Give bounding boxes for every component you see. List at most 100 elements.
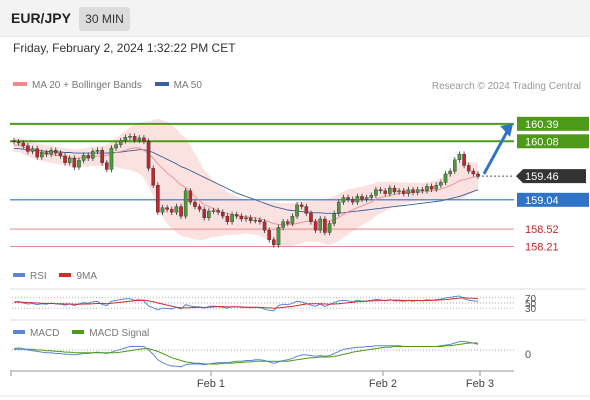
price-levels: 160.39 160.08 159.46 159.04 158.52 158.21 [10, 116, 589, 254]
level-label-158-21: 158.21 [525, 242, 559, 254]
timeframe-button[interactable]: 30 MIN [79, 7, 130, 31]
candle-body [100, 150, 104, 163]
candle-body [295, 204, 299, 217]
candle-body [341, 197, 346, 203]
candle-body [332, 213, 336, 224]
candle-body [151, 168, 156, 186]
forecast-arrow [482, 123, 513, 175]
candle-body [207, 210, 211, 219]
x-axis: Feb 1 Feb 2 Feb 3 [0, 370, 590, 397]
candle-body [202, 209, 207, 219]
candle-body [58, 152, 63, 157]
candle-body [411, 189, 415, 193]
candle-body [443, 173, 448, 183]
candle-body [439, 182, 443, 186]
candle-body [239, 215, 244, 220]
candle-body [220, 212, 225, 217]
candle-body [86, 155, 91, 159]
candle-body [346, 197, 350, 200]
rsi-series-rsi [13, 295, 479, 312]
candle-body [299, 204, 304, 207]
x-tick-label: Feb 1 [197, 378, 225, 390]
candle-body [188, 190, 193, 203]
candle-body [425, 186, 429, 192]
chart-datetime: Friday, February 2, 2024 1:32:22 PM CET [13, 41, 236, 55]
level-tag-159-04 [517, 192, 589, 207]
candle-body [262, 221, 267, 231]
candle-body [313, 221, 318, 231]
candle-body [318, 218, 323, 231]
candle-body [383, 190, 388, 194]
candle-body [114, 144, 118, 149]
candle-body [230, 214, 234, 222]
candle-body [21, 142, 26, 146]
x-tick-label: Feb 3 [466, 378, 494, 390]
candle-body [234, 214, 239, 217]
candle-body [146, 141, 151, 169]
candle-body [128, 136, 132, 138]
candle-body [26, 145, 30, 152]
main-legend: MA 20 + Bollinger Bands MA 50 [13, 80, 202, 91]
candle-body [156, 184, 160, 213]
candle-body [142, 137, 146, 142]
candle-body [369, 195, 374, 198]
candle-body [276, 227, 281, 246]
level-label-160-08: 160.08 [525, 136, 559, 148]
candle-body [35, 148, 39, 158]
candle-body [160, 207, 165, 213]
candle-body [258, 219, 262, 222]
candle-body [91, 151, 95, 159]
candle-body [397, 190, 401, 193]
candle-body [123, 137, 128, 141]
candle-body [272, 239, 276, 246]
bollinger-bands [14, 118, 478, 246]
candle-body [304, 206, 309, 214]
candle-body [248, 217, 253, 221]
candle-body [462, 154, 466, 166]
level-label-159-46: 159.46 [525, 171, 559, 183]
candle-body [165, 207, 169, 210]
candle-body [392, 187, 397, 193]
candle-body [118, 140, 123, 145]
top-bar: EUR/JPY 30 MIN [0, 0, 590, 37]
candle-body [53, 150, 58, 154]
candle-body [30, 148, 35, 152]
candle-body [104, 162, 109, 170]
rsi-level-label-30: 30 [525, 304, 537, 315]
candle-body [253, 219, 258, 222]
symbol-title: EUR/JPY [11, 10, 71, 26]
ma50-swatch [154, 82, 169, 87]
candle-body [471, 170, 476, 175]
candle-body [216, 210, 220, 213]
candle-body [466, 165, 471, 172]
rsi-ma-swatch [59, 273, 72, 278]
candle-body [137, 137, 142, 141]
ma20-swatch [13, 82, 27, 87]
candle-body [12, 140, 16, 143]
candle-body [285, 221, 290, 224]
candle-body [67, 157, 72, 163]
level-label-158-52: 158.52 [525, 224, 559, 236]
macd-signal-legend-label: MACD Signal [89, 328, 150, 339]
candle-body [374, 189, 378, 196]
candle-body [225, 215, 230, 222]
candle-body [109, 147, 114, 170]
candle-body [197, 206, 202, 210]
level-tag-159-46 [516, 169, 586, 184]
ma20-legend-label: MA 20 + Bollinger Bands [32, 80, 142, 91]
forecast-arrow-shaft [482, 131, 509, 175]
candle-body [132, 136, 137, 141]
rsi-legend-label: RSI [30, 271, 47, 282]
candle-body [360, 196, 364, 200]
candle-body [350, 199, 355, 203]
candle-body [415, 189, 420, 193]
candle-body [72, 157, 77, 168]
candle-body [183, 190, 188, 217]
candle-body [95, 150, 100, 152]
candle-body [355, 196, 360, 203]
rsi-ma-legend-label: 9MA [76, 271, 98, 282]
candles [12, 133, 480, 248]
candle-body [44, 152, 49, 155]
